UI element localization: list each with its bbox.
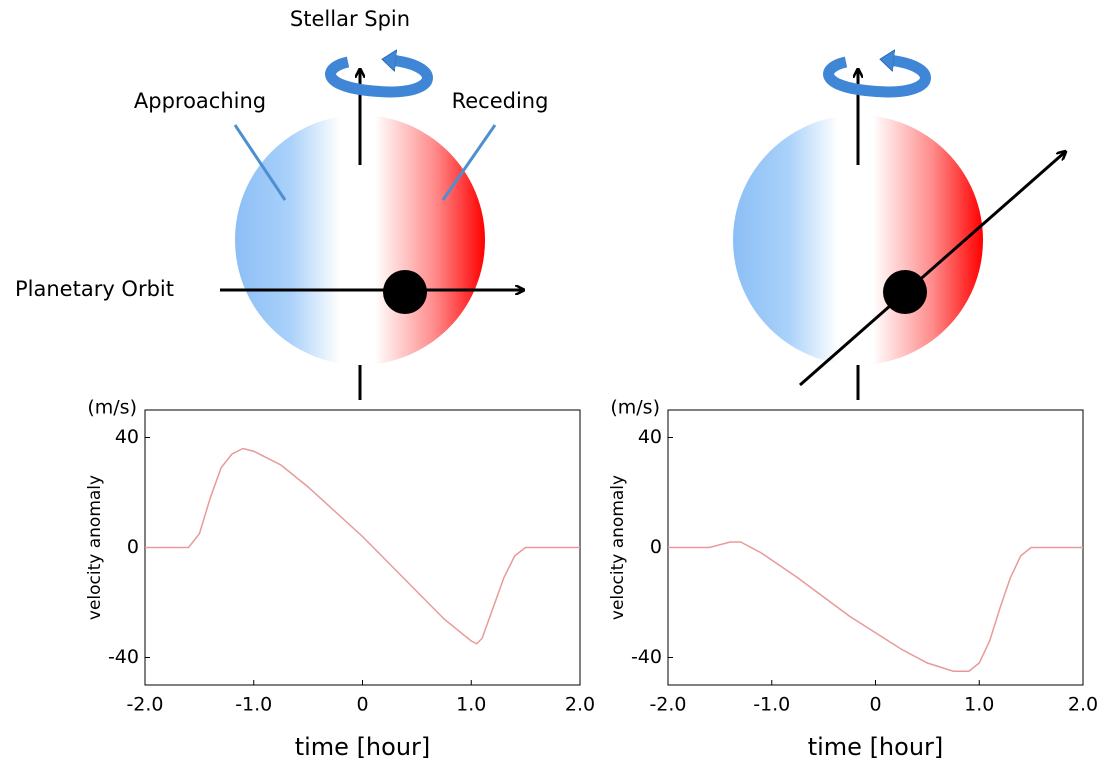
orbit-label: Planetary Orbit [15,277,174,301]
x-tick-label: 1.0 [456,694,486,716]
x-tick-label: -1.0 [753,694,790,716]
y-tick-label: -40 [631,646,662,668]
star-right [733,60,1065,400]
approaching-label: Approaching [134,89,266,113]
x-tick-label: 1.0 [964,694,994,716]
y-tick-label: 40 [115,426,139,448]
x-tick-label: 2.0 [565,694,595,716]
y-tick-label: 40 [638,426,662,448]
data-line [668,541,1083,672]
x-axis-label: time [hour] [808,733,944,761]
y-tick-label: 0 [650,536,662,558]
y-tick-label: -40 [108,646,139,668]
y-axis-label: velocity anomaly [608,475,628,620]
plot-frame [667,409,1084,686]
y-unit: (m/s) [610,397,660,419]
y-tick-label: 0 [127,536,139,558]
star-left [220,60,523,400]
receding-label: Receding [452,89,549,113]
x-tick-label: 0 [869,694,881,716]
x-tick-label: -1.0 [235,694,272,716]
spin-label: Stellar Spin [290,7,410,31]
y-unit: (m/s) [87,397,137,419]
x-tick-label: -2.0 [126,694,163,716]
plot-frame [144,409,581,686]
y-axis-label: velocity anomaly [85,475,105,620]
x-tick-label: 2.0 [1068,694,1098,716]
x-tick-label: -2.0 [649,694,686,716]
x-axis-label: time [hour] [295,733,431,761]
x-tick-label: 0 [356,694,368,716]
data-line [145,447,580,645]
